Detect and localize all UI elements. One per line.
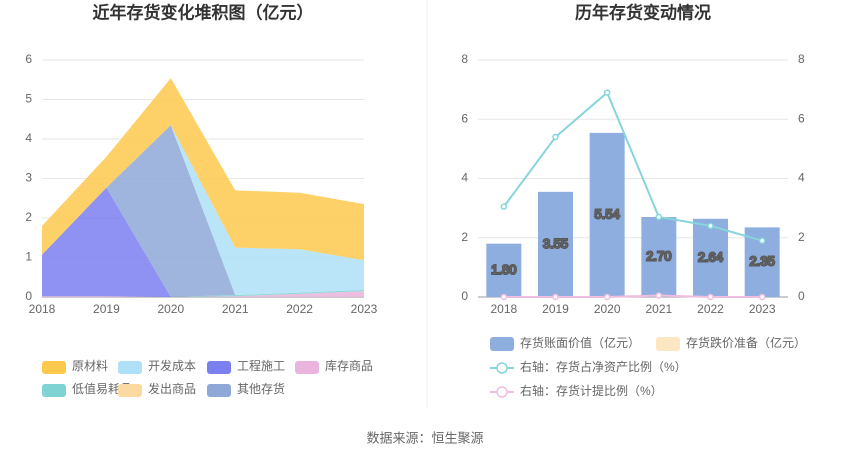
point: [500, 203, 508, 210]
legend-label: 库存商品: [325, 358, 373, 373]
bar: [486, 243, 522, 297]
legend-swatch: [496, 386, 508, 398]
legend-label: 右轴：存货占净资产比例（%）: [520, 359, 687, 374]
legend-swatch: [496, 362, 508, 374]
x-tick-label: 2023: [351, 302, 378, 316]
x-tick-label: 2019: [93, 302, 120, 316]
y-tick-label: 8: [461, 52, 468, 66]
y2-tick-label: 0: [798, 289, 805, 303]
line: [503, 294, 763, 298]
value-label: 2.70: [646, 248, 671, 263]
y-tick-label: 6: [461, 111, 468, 125]
point: [655, 292, 663, 299]
x-tick-label: 2021: [222, 302, 249, 316]
legend-swatch: [207, 384, 231, 397]
legend-label: 发出商品: [148, 381, 196, 396]
value-label: 3.55: [543, 236, 568, 251]
chart-title: 近年存货变化堆积图（亿元）: [93, 2, 314, 22]
y-tick-label: 0: [25, 289, 32, 303]
x-tick-label: 2020: [594, 302, 621, 316]
y-tick-label: 0: [461, 289, 468, 303]
value-label: 2.64: [698, 249, 723, 264]
legend-swatch: [42, 384, 66, 397]
legend-swatch: [295, 361, 319, 374]
x-tick-label: 2021: [645, 302, 672, 316]
legend-label: 低值易耗品: [72, 381, 132, 396]
legend-swatch: [207, 361, 231, 374]
value-label: 1.80: [491, 262, 516, 277]
point: [552, 293, 559, 301]
bar: [538, 191, 573, 297]
legend-swatch: [42, 361, 66, 374]
legend-swatch: [118, 361, 142, 374]
y2-tick-label: 2: [798, 230, 805, 244]
x-tick-label: 2018: [29, 302, 56, 316]
bar: [641, 217, 677, 297]
chart-title: 历年存货变动情况: [575, 2, 711, 22]
area: [42, 291, 364, 297]
line: [503, 90, 763, 242]
legend-label: 其他存货: [237, 381, 285, 396]
legend-label: 右轴：存货计提比例（%）: [520, 383, 663, 398]
legend-label: 开发成本: [148, 358, 196, 373]
point: [603, 89, 611, 96]
legend-label: 工程施工: [237, 358, 285, 373]
y2-tick-label: 6: [798, 111, 805, 125]
legend-label: 存货跌价准备（亿元）: [686, 335, 806, 350]
y-tick-label: 2: [25, 210, 32, 224]
point: [758, 237, 766, 244]
legend-label: 存货账面价值（亿元）: [520, 335, 640, 350]
legend-swatch: [656, 337, 680, 351]
x-tick-label: 2020: [157, 302, 184, 316]
y-tick-label: 3: [25, 171, 32, 185]
y-tick-label: 4: [461, 171, 468, 185]
bar: [589, 132, 625, 297]
x-tick-label: 2022: [697, 302, 724, 316]
area: [42, 78, 364, 261]
legend-swatch: [118, 384, 142, 397]
point: [500, 293, 508, 301]
legend-label: 原材料: [72, 359, 108, 373]
x-tick-label: 2019: [542, 302, 569, 316]
point: [707, 293, 714, 301]
legend-swatch: [490, 337, 514, 351]
y2-tick-label: 8: [798, 52, 805, 66]
y-tick-label: 2: [461, 230, 468, 244]
y-tick-label: 5: [25, 92, 32, 106]
y2-tick-label: 4: [798, 171, 805, 185]
y-tick-label: 1: [25, 250, 32, 264]
value-label: 5.54: [595, 206, 620, 221]
y-tick-label: 6: [25, 52, 32, 66]
x-tick-label: 2018: [490, 302, 517, 316]
value-label: 2.35: [750, 254, 775, 269]
bar: [693, 218, 728, 297]
area: [42, 125, 364, 297]
footer: 数据来源：恒生聚源: [366, 430, 483, 445]
y-tick-label: 4: [25, 131, 32, 145]
point: [758, 293, 766, 301]
point: [552, 133, 559, 141]
area: [42, 289, 364, 297]
point: [603, 293, 611, 301]
point: [655, 213, 663, 221]
area: [42, 125, 364, 296]
x-tick-label: 2022: [286, 302, 313, 316]
x-tick-label: 2023: [749, 302, 776, 316]
point: [707, 222, 714, 230]
